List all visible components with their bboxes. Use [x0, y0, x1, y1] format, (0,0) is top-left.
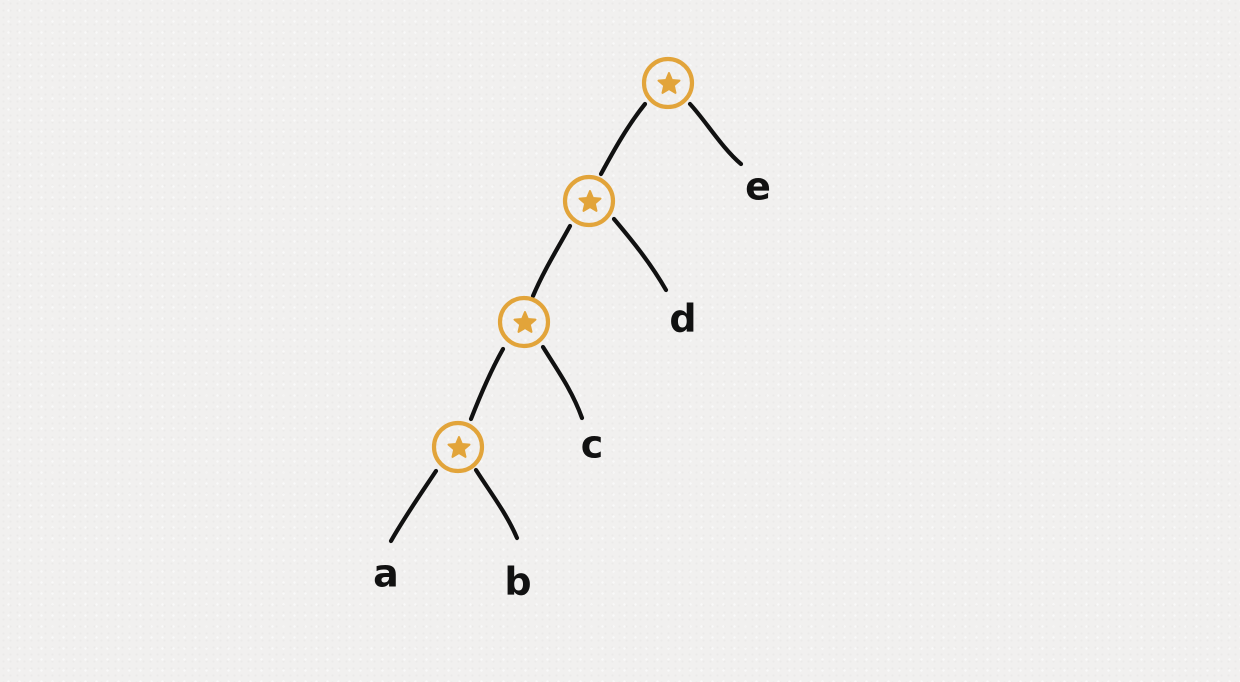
operator-ring [641, 56, 695, 110]
operator-ring [497, 295, 551, 349]
star-icon [513, 311, 537, 333]
edge-n4-to-leaf-a [388, 468, 439, 544]
tree-leaves: a b c d e [373, 165, 771, 604]
operator-node-n1 [641, 56, 695, 110]
edge-n1-to-leaf-e [687, 101, 744, 167]
tree-edges [388, 101, 744, 544]
operator-node-n4 [431, 420, 485, 474]
operator-node-n2 [562, 174, 616, 228]
star-icon [578, 190, 602, 212]
leaf-label-a: a [373, 552, 399, 596]
edge-n2-to-leaf-d [611, 216, 669, 293]
leaf-label-b: b [504, 560, 531, 604]
operator-ring [562, 174, 616, 228]
tree-nodes [431, 56, 695, 474]
edge-n4-to-leaf-b [473, 467, 520, 541]
leaf-label-c: c [581, 423, 604, 467]
edge-n2-to-n3 [530, 223, 573, 299]
operator-node-n3 [497, 295, 551, 349]
edge-n3-to-n4 [468, 346, 506, 422]
star-icon [447, 436, 471, 458]
edge-n1-to-n2 [598, 101, 648, 177]
leaf-label-e: e [745, 165, 771, 209]
leaf-label-d: d [669, 297, 696, 341]
operator-ring [431, 420, 485, 474]
star-icon [657, 72, 681, 94]
edge-n3-to-leaf-c [540, 344, 585, 421]
